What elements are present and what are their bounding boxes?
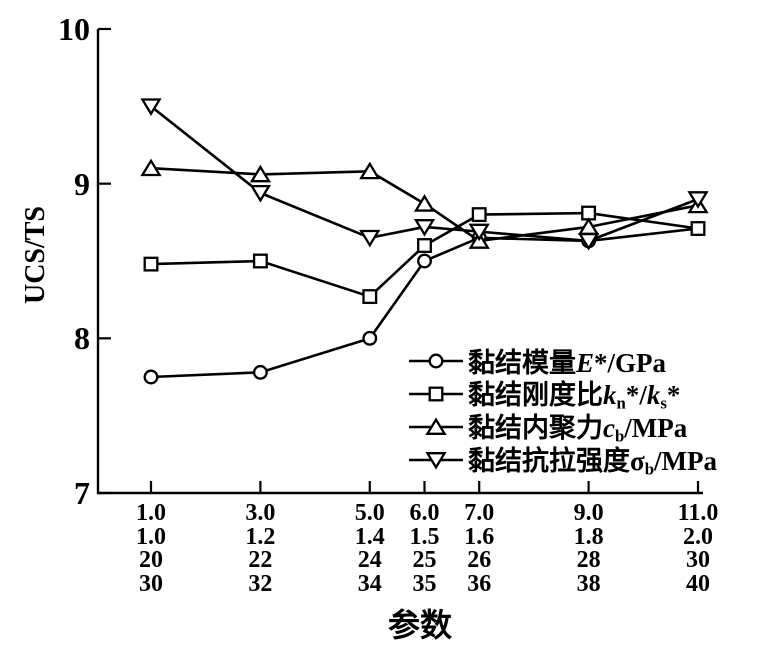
x-tick-column: 5.0 1.4 24 34 (325, 500, 415, 597)
x-tick-label: 40 (686, 570, 710, 597)
triangle-down-marker-icon (359, 229, 381, 248)
legend-item: 黏结抗拉强度σb/MPa (408, 443, 717, 479)
square-marker-icon (417, 238, 432, 253)
triangle-down-marker-icon (413, 219, 436, 237)
circle-marker-icon (362, 330, 378, 346)
triangle-up-marker-icon (413, 194, 436, 212)
x-tick-label: 20 (139, 547, 163, 573)
legend-label: 黏结内聚力cb/MPa (468, 413, 688, 446)
square-marker-icon (362, 289, 378, 305)
x-tick-label: 9.0 (573, 500, 604, 526)
x-tick-label: 28 (576, 547, 601, 573)
circle-marker-icon (428, 353, 444, 368)
x-tick-label: 38 (576, 570, 601, 597)
x-tick-label: 22 (248, 547, 273, 573)
x-tick-label: 34 (357, 570, 382, 597)
triangle-up-marker-icon (425, 416, 447, 435)
triangle-up-marker-icon (359, 161, 381, 180)
legend-item: 黏结模量E*/GPa (408, 344, 717, 378)
x-tick-label: 26 (467, 547, 492, 573)
legend: 黏结模量E*/GPa 黏结刚度比kn*/ks* 黏结内聚力cb/MPa 黏结抗拉强度σ… (408, 344, 717, 479)
x-tick-label: 35 (412, 570, 437, 597)
legend-triangle-up-icon (409, 416, 463, 435)
x-tick-label: 6.0 (409, 500, 440, 526)
triangle-down-marker-icon (140, 98, 162, 116)
x-tick-label: 25 (412, 547, 437, 573)
x-tick-column: 1.0 1.0 20 30 (106, 500, 196, 597)
x-tick-label: 5.0 (354, 500, 385, 526)
y-tick-label: 10 (58, 11, 90, 47)
legend-label: 黏结抗拉强度σb/MPa (468, 446, 717, 479)
legend-item: 黏结刚度比kn*/ks* (408, 377, 717, 413)
x-tick-label: 36 (467, 570, 492, 597)
x-tick-label: 24 (357, 547, 382, 573)
triangle-up-marker-icon (249, 164, 272, 183)
x-tick-column: 3.0 1.2 22 32 (215, 500, 305, 597)
x-tick-label: 32 (248, 570, 273, 597)
x-tick-label: 30 (686, 547, 710, 573)
y-tick-label: 7 (74, 475, 90, 511)
legend-label: 黏结模量E*/GPa (468, 348, 667, 378)
x-tick-column: 11.0 2.0 30 40 (653, 500, 743, 597)
legend-label: 黏结刚度比kn*/ks* (468, 380, 681, 413)
legend-circle-icon (409, 353, 463, 368)
circle-marker-icon (417, 253, 432, 269)
legend-item: 黏结内聚力cb/MPa (408, 410, 717, 446)
triangle-down-marker-icon (577, 232, 600, 251)
x-tick-label: 7.0 (464, 500, 495, 526)
x-tick-column: 6.0 1.5 25 35 (380, 500, 470, 597)
x-tick-column: 7.0 1.6 26 36 (434, 500, 524, 597)
y-tick-label: 9 (74, 165, 90, 202)
legend-square-icon (409, 386, 463, 401)
y-axis-title: UCS/TS (20, 205, 51, 305)
y-tick-label: 8 (74, 320, 90, 357)
triangle-down-marker-icon (249, 184, 272, 203)
x-tick-label: 1.0 (136, 500, 166, 526)
x-tick-label: 1.8 (573, 523, 604, 550)
x-tick-label: 1.2 (245, 523, 276, 550)
legend-triangle-down-icon (409, 451, 463, 470)
x-tick-label: 3.0 (245, 500, 276, 526)
triangle-down-marker-icon (468, 223, 490, 242)
x-tick-label: 30 (139, 570, 163, 597)
square-marker-icon (143, 256, 159, 272)
square-marker-icon (428, 386, 444, 401)
square-marker-icon (471, 207, 487, 223)
x-tick-label: 2.0 (683, 523, 713, 550)
x-tick-label: 1.6 (464, 523, 495, 550)
square-marker-icon (252, 253, 268, 269)
x-tick-label: 1.5 (409, 523, 440, 550)
triangle-down-marker-icon (425, 451, 447, 470)
x-tick-label: 1.4 (354, 523, 385, 550)
x-axis-title: 参数 (387, 607, 452, 643)
square-marker-icon (690, 221, 706, 236)
x-tick-label: 11.0 (677, 500, 719, 526)
circle-marker-icon (252, 364, 268, 380)
x-tick-column: 9.0 1.8 28 38 (544, 500, 634, 597)
circle-marker-icon (143, 369, 159, 385)
x-tick-label: 1.0 (136, 523, 166, 550)
triangle-up-marker-icon (140, 158, 162, 177)
triangle-down-marker-icon (687, 191, 709, 209)
